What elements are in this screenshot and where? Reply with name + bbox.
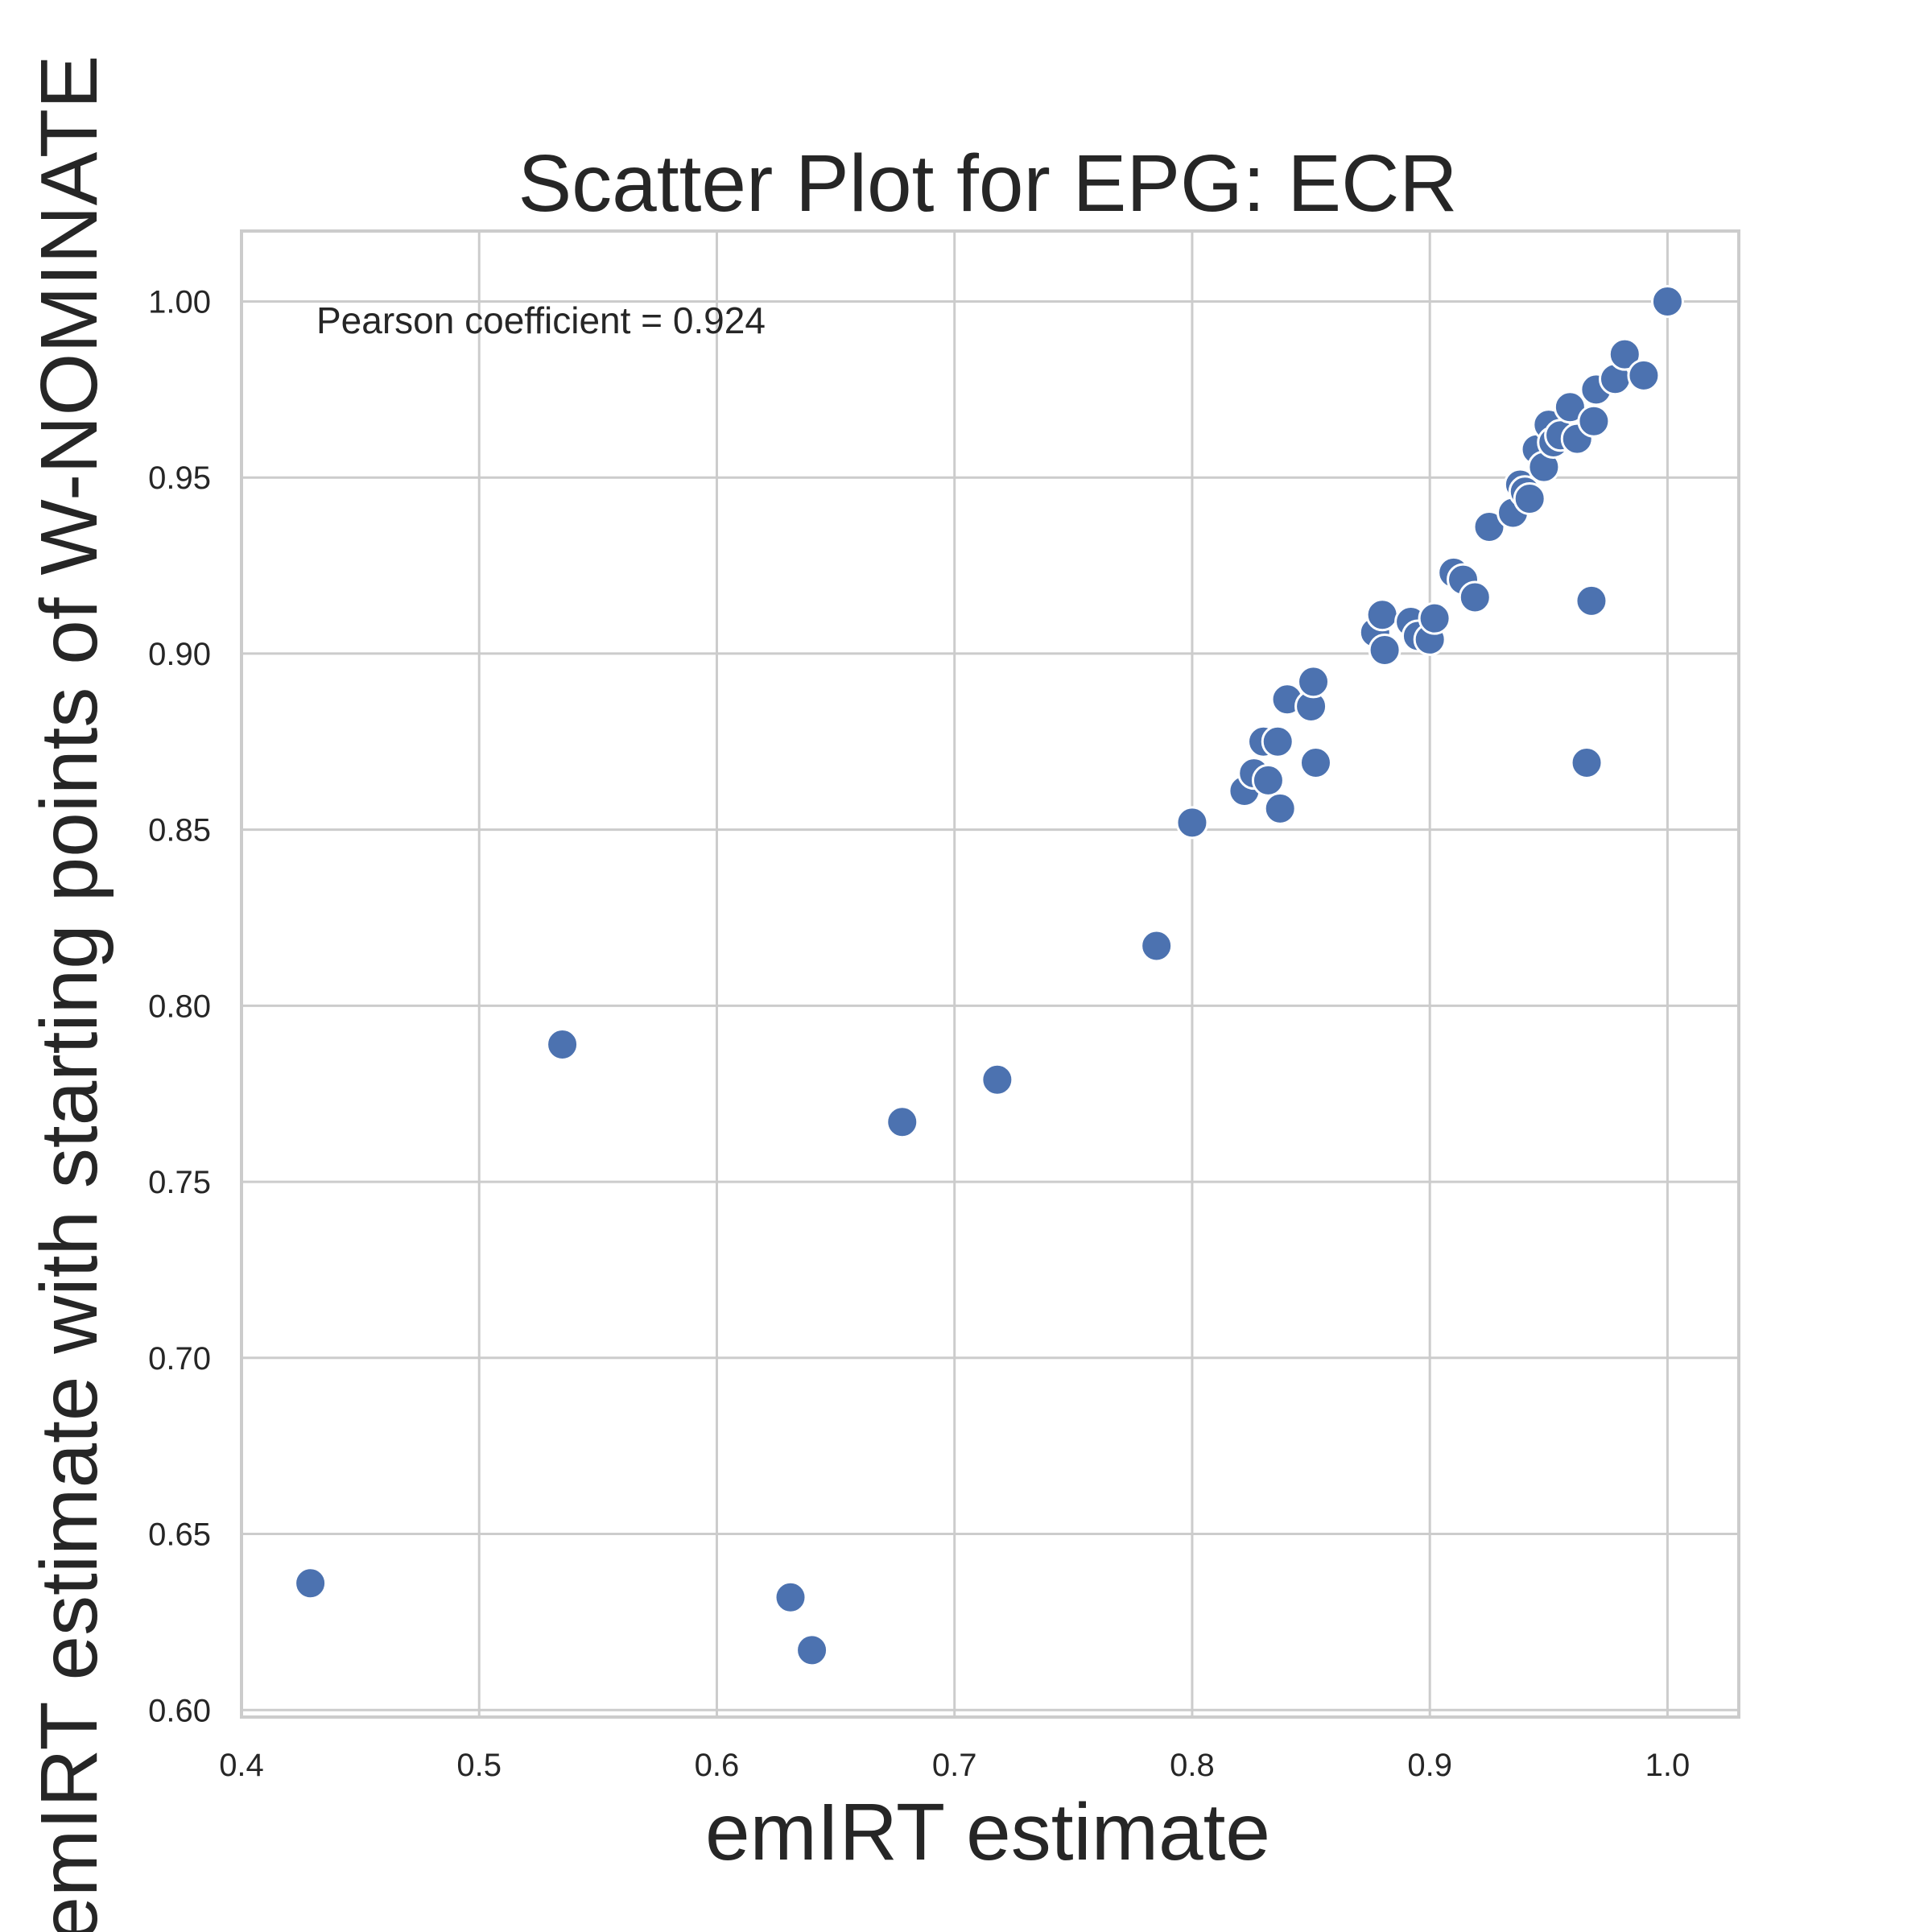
data-point (1251, 763, 1285, 797)
data-point (1418, 601, 1451, 635)
data-points (294, 284, 1684, 1667)
x-tick-label: 0.8 (1170, 1748, 1215, 1783)
x-tick-label: 0.6 (695, 1748, 740, 1783)
y-tick-label: 0.95 (148, 460, 211, 496)
data-point (980, 1063, 1014, 1096)
grid (240, 231, 1739, 1717)
data-point (1140, 929, 1174, 963)
y-tick-label: 1.00 (148, 284, 211, 320)
data-point (886, 1105, 919, 1139)
pearson-annotation: Pearson coefficient = 0.924 (316, 299, 766, 341)
data-point (1263, 791, 1297, 825)
y-axis-label: emIRT estimate with starting points of W… (24, 55, 114, 1932)
data-point (1650, 284, 1684, 318)
data-point (1608, 337, 1641, 371)
plot-frame (240, 229, 1740, 1719)
x-tick-label: 0.5 (456, 1748, 502, 1783)
data-point (1175, 806, 1209, 840)
y-tick-label: 0.90 (148, 637, 211, 672)
data-point (1570, 746, 1604, 780)
y-tick-label: 0.85 (148, 813, 211, 848)
tick-labels: 0.4 0.5 0.6 0.7 0.8 0.9 1.0 0.60 0.65 0.70 0.75 0.8… (148, 284, 1690, 1783)
data-point (546, 1027, 580, 1061)
y-tick-label: 0.70 (148, 1341, 211, 1377)
data-point (1513, 481, 1546, 515)
x-tick-label: 1.0 (1645, 1748, 1690, 1783)
data-point (1627, 358, 1661, 392)
y-tick-label: 0.65 (148, 1517, 211, 1553)
chart-title: Scatter Plot for EPG: ECR (518, 138, 1457, 229)
data-point (1575, 584, 1608, 617)
data-point (294, 1567, 328, 1600)
y-tick-label: 0.60 (148, 1693, 211, 1728)
y-tick-label: 0.80 (148, 989, 211, 1024)
x-axis-label: emIRT estimate (705, 1787, 1270, 1877)
x-tick-label: 0.7 (932, 1748, 977, 1783)
x-tick-label: 0.4 (219, 1748, 264, 1783)
data-point (1298, 746, 1332, 780)
data-point (1577, 404, 1611, 438)
data-point (1458, 580, 1492, 614)
data-point (795, 1633, 829, 1667)
data-point (1261, 724, 1294, 758)
data-point (1297, 665, 1331, 699)
data-point (1365, 598, 1399, 632)
data-point (1368, 634, 1402, 667)
x-tick-label: 0.9 (1407, 1748, 1452, 1783)
y-tick-label: 0.75 (148, 1165, 211, 1200)
data-point (774, 1580, 807, 1614)
